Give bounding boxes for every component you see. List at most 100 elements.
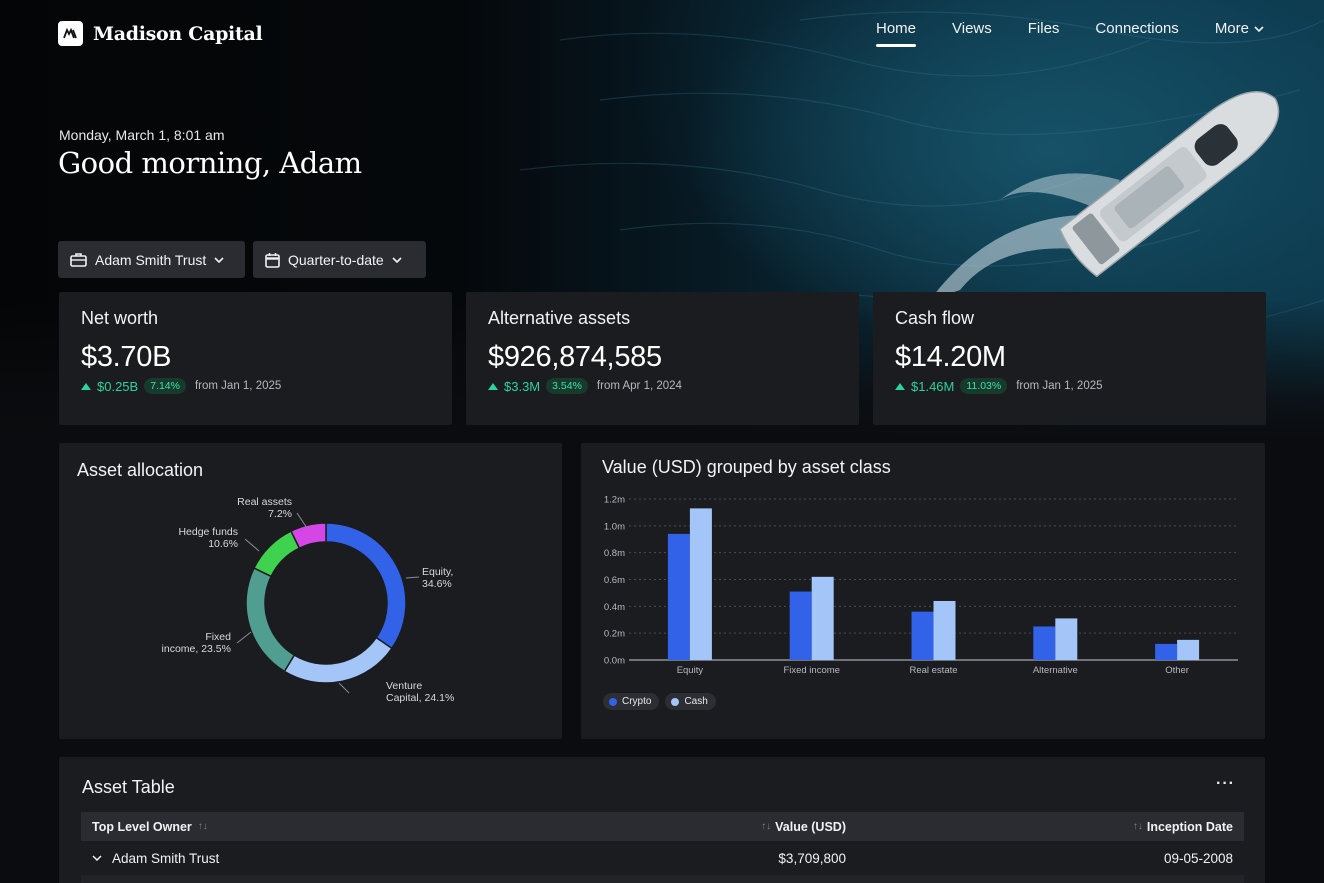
asset-table-title: Asset Table — [82, 777, 175, 797]
inception-cell: 09-05-2008 — [1163, 850, 1233, 866]
entity-filter-label: Adam Smith Trust — [95, 251, 207, 268]
top-nav: Home Views Files Connections More — [875, 20, 1264, 47]
owner-name: Adam Smith Trust — [112, 850, 220, 866]
net-worth-card[interactable]: Net worth $3.70B $0.25B 7.14% from Jan 1… — [59, 292, 452, 425]
donut-slice[interactable] — [283, 636, 393, 684]
stat-percent-badge: 7.14% — [144, 378, 186, 394]
bar-cash[interactable] — [689, 508, 712, 660]
slice-label-leader — [244, 538, 260, 552]
x-tick-label: Alternative — [1033, 665, 1078, 676]
x-tick-label: Equity — [677, 665, 704, 676]
bar-crypto[interactable] — [667, 533, 690, 660]
y-tick-label: 1.2m — [604, 495, 625, 506]
table-row[interactable]: Adam Smith Trust $3,709,800 09-05-2008 — [81, 843, 1244, 873]
slice-label: 7.2% — [268, 508, 292, 520]
y-tick-label: 0.2m — [604, 629, 625, 640]
asset-table-card: Asset Table ··· Top Level Owner ↑↓ ↑↓ Va… — [59, 757, 1265, 883]
current-date: Monday, March 1, 8:01 am — [59, 127, 225, 143]
slice-label: income, 23.5% — [162, 643, 231, 655]
slice-label-leader — [338, 682, 350, 694]
alternative-assets-card[interactable]: Alternative assets $926,874,585 $3.3M 3.… — [466, 292, 859, 425]
bar-crypto[interactable] — [911, 611, 934, 660]
stat-change: $1.46M 11.03% from Jan 1, 2025 — [895, 378, 1244, 394]
nav-views-label: Views — [952, 20, 992, 37]
value-by-asset-class-bar-chart: 0.0m 0.2m 0.4m 0.6m 0.8m 1.0m 1.2m Equity Fixed … — [604, 495, 1238, 676]
bar-crypto[interactable] — [1155, 643, 1178, 660]
nav-home[interactable]: Home — [875, 20, 917, 47]
donut-slice[interactable] — [253, 530, 301, 578]
yacht-graphic — [1058, 91, 1280, 278]
bar-crypto[interactable] — [789, 591, 812, 660]
bar-chart-title: Value (USD) grouped by asset class — [602, 457, 891, 477]
column-header-label: Top Level Owner — [92, 819, 192, 834]
chevron-down-icon — [214, 256, 224, 263]
slice-label: 10.6% — [208, 538, 238, 550]
sort-icon: ↑↓ — [761, 821, 772, 832]
donut-slice[interactable] — [325, 522, 407, 650]
value-by-asset-class-card: Value (USD) grouped by asset class 0.0m 0… — [581, 443, 1265, 739]
arrow-up-icon — [488, 382, 498, 390]
stat-title: Cash flow — [895, 308, 975, 328]
chevron-down-icon[interactable] — [92, 855, 102, 861]
asset-allocation-card: Asset allocation Equity, 34.6% Venture Capi… — [59, 443, 562, 739]
y-tick-label: 1.0m — [604, 521, 625, 532]
donut-slice[interactable] — [245, 567, 296, 673]
table-row-partial — [81, 875, 1244, 883]
column-header-label: Value (USD) — [775, 819, 846, 834]
bar-cash[interactable] — [811, 576, 834, 660]
stat-delta: $0.25B — [97, 378, 139, 394]
column-header-value[interactable]: ↑↓ Value (USD) — [681, 820, 846, 834]
x-tick-label: Fixed income — [783, 665, 840, 676]
more-horizontal-icon[interactable]: ··· — [1216, 775, 1235, 792]
x-tick-label: Other — [1165, 665, 1189, 676]
slice-label: Real assets — [237, 496, 292, 508]
stat-value: $3.70B — [81, 341, 172, 373]
slice-label: Hedge funds — [178, 526, 238, 538]
stat-from-date: from Jan 1, 2025 — [194, 380, 282, 392]
legend-swatch — [609, 697, 617, 706]
briefcase-icon — [70, 253, 87, 267]
bar-crypto[interactable] — [1033, 626, 1056, 660]
slice-label-leader — [296, 512, 308, 529]
column-header-inception[interactable]: ↑↓ Inception Date — [846, 820, 1244, 834]
asset-allocation-title: Asset allocation — [77, 460, 204, 480]
stat-title: Net worth — [81, 308, 159, 328]
column-header-owner[interactable]: Top Level Owner ↑↓ — [81, 820, 681, 834]
brand-logo[interactable]: Madison Capital — [58, 21, 263, 46]
asset-table-header: Top Level Owner ↑↓ ↑↓ Value (USD) ↑↓ Inc… — [81, 812, 1244, 841]
nav-more-label: More — [1214, 20, 1249, 37]
legend-swatch — [671, 697, 680, 706]
nav-files-label: Files — [1027, 20, 1060, 37]
stat-percent-badge: 3.54% — [546, 378, 588, 394]
legend-item-cash[interactable]: Cash — [665, 693, 716, 710]
bar-cash[interactable] — [933, 600, 956, 660]
stat-change: $3.3M 3.54% from Apr 1, 2024 — [488, 378, 837, 394]
slice-label: Fixed — [205, 631, 231, 643]
legend-item-crypto[interactable]: Crypto — [603, 693, 660, 710]
nav-home-label: Home — [875, 20, 916, 37]
period-filter-dropdown[interactable]: Quarter-to-date — [253, 241, 426, 278]
x-tick-label: Real estate — [909, 665, 957, 676]
stat-delta: $1.46M — [911, 378, 955, 394]
y-tick-label: 0.0m — [604, 656, 625, 667]
nav-connections[interactable]: Connections — [1095, 20, 1178, 47]
value-cell: $3,709,800 — [778, 850, 846, 866]
cash-flow-card[interactable]: Cash flow $14.20M $1.46M 11.03% from Jan… — [873, 292, 1266, 425]
sort-icon: ↑↓ — [197, 821, 208, 832]
brand-name: Madison Capital — [93, 22, 263, 45]
chevron-down-icon — [392, 256, 402, 263]
nav-more[interactable]: More — [1215, 20, 1264, 47]
donut-slice[interactable] — [290, 522, 327, 550]
bar-cash[interactable] — [1177, 639, 1200, 660]
bar-cash[interactable] — [1055, 618, 1078, 660]
nav-views[interactable]: Views — [952, 20, 992, 47]
entity-filter-dropdown[interactable]: Adam Smith Trust — [58, 241, 245, 278]
chevron-down-icon — [1254, 25, 1264, 32]
stat-delta: $3.3M — [504, 378, 541, 394]
stat-from-date: from Jan 1, 2025 — [1016, 380, 1103, 392]
nav-files[interactable]: Files — [1028, 20, 1060, 47]
legend-label: Cash — [684, 696, 708, 707]
stat-from-date: from Apr 1, 2024 — [596, 380, 682, 392]
slice-label-leader — [236, 631, 252, 644]
